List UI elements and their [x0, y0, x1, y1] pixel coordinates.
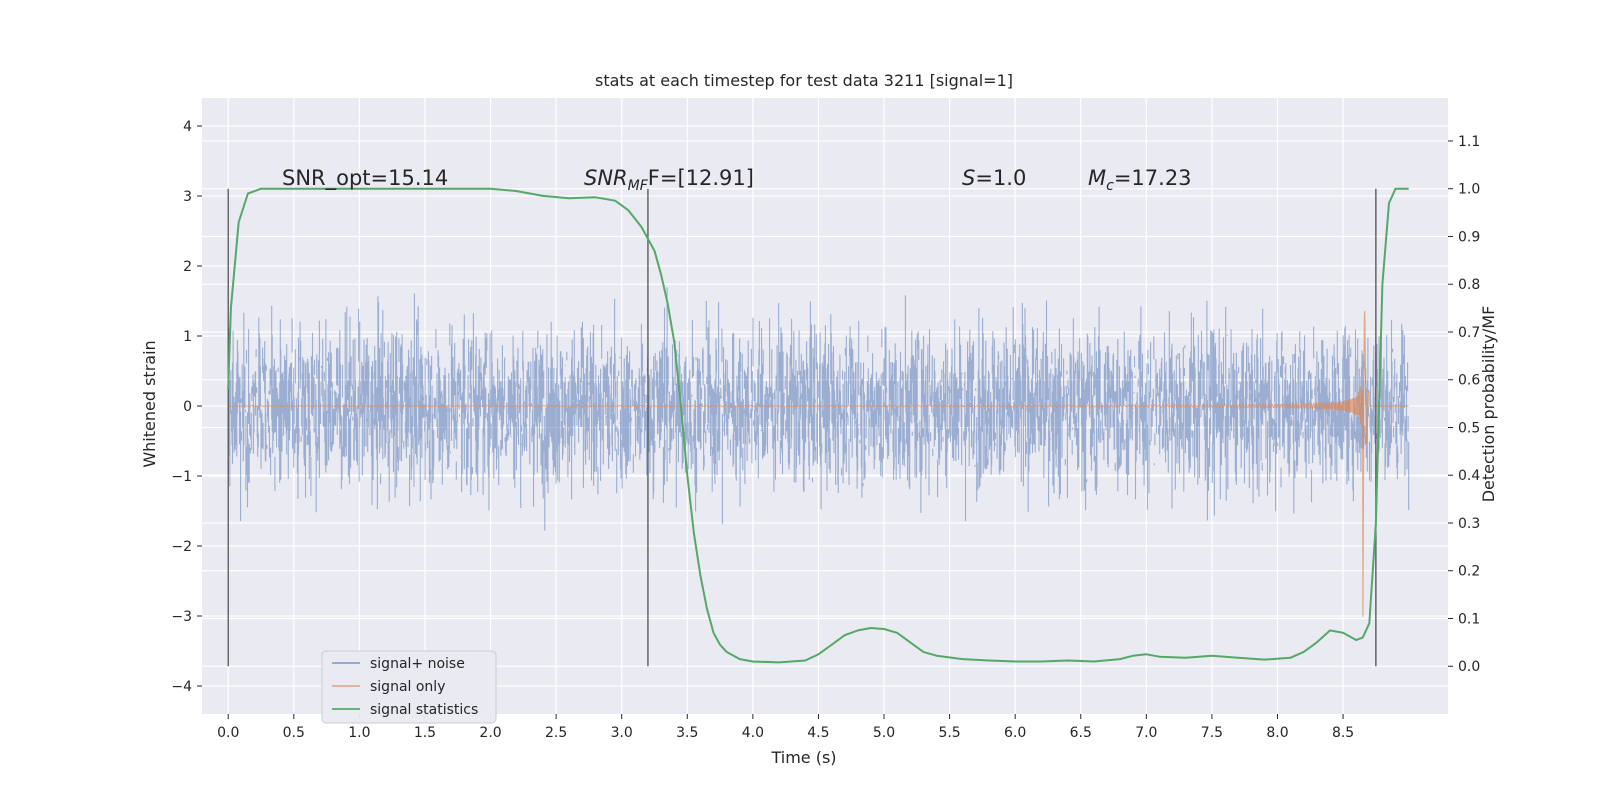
y2-tick-label: 0.5	[1458, 420, 1480, 436]
x-tick-label: 3.0	[611, 725, 633, 741]
chart-title: stats at each timestep for test data 321…	[595, 71, 1013, 90]
x-tick-label: 1.0	[348, 725, 370, 741]
y-tick-label: −3	[171, 609, 192, 625]
y2-tick-label: 0.4	[1458, 468, 1480, 484]
signal-statistics-series	[227, 187, 1409, 664]
y-tick-label: 2	[183, 259, 192, 275]
s-italic: S	[962, 166, 975, 190]
x-tick-label: 5.0	[873, 725, 895, 741]
bottom-axis-ticks: 0.0 0.5 1.0 1.5 2.0 2.5 3.0 3.5 4.0 4.5 5.0 5.5 6.0 6…	[217, 714, 1354, 741]
annotation-s: S=1.0	[962, 166, 1026, 190]
legend-label-signal-only: signal only	[370, 679, 445, 695]
annotation-snr-mf: SNRMFF=[12.91]	[584, 166, 754, 194]
annotation-mc: Mc=17.23	[1088, 166, 1192, 194]
snr-mf-italic: SNR	[584, 166, 628, 190]
x-tick-label: 2.5	[545, 725, 567, 741]
y-tick-label: 3	[183, 189, 192, 205]
x-tick-label: 8.0	[1266, 725, 1288, 741]
y-tick-label: 0	[183, 399, 192, 415]
y-tick-label: 4	[183, 119, 192, 135]
x-tick-label: 4.0	[742, 725, 764, 741]
y-tick-label: −4	[171, 679, 192, 695]
legend: signal+ noise signal only signal statist…	[321, 650, 497, 724]
y2-tick-label: 0.3	[1458, 516, 1480, 532]
x-tick-label: 6.0	[1004, 725, 1026, 741]
y2-tick-label: 0.0	[1458, 659, 1480, 675]
y2-tick-label: 0.7	[1458, 325, 1480, 341]
x-tick-label: 0.0	[217, 725, 239, 741]
x-tick-label: 5.5	[938, 725, 960, 741]
vertical-markers	[227, 188, 1377, 667]
x-axis-label: Time (s)	[770, 748, 836, 767]
mc-italic: M	[1088, 166, 1106, 190]
left-axis-ticks: −4 −3 −2 −1 0 1 2 3 4	[171, 119, 202, 695]
y-tick-label: −2	[171, 539, 192, 555]
x-tick-label: 6.5	[1070, 725, 1092, 741]
right-axis-ticks: 0.0 0.1 0.2 0.3 0.4 0.5 0.6 0.7 0.8 0.9 1.0 1.1	[1448, 134, 1480, 675]
y2-tick-label: 0.2	[1458, 564, 1480, 580]
x-tick-label: 3.5	[676, 725, 698, 741]
x-tick-label: 7.5	[1201, 725, 1223, 741]
y2-tick-label: 1.0	[1458, 182, 1480, 198]
y-axis-label: Whitened strain	[140, 340, 159, 467]
y2-tick-label: 0.9	[1458, 229, 1480, 245]
x-tick-label: 8.5	[1332, 725, 1354, 741]
x-tick-label: 7.0	[1135, 725, 1157, 741]
y2-tick-label: 0.6	[1458, 373, 1480, 389]
s-rest: =1.0	[975, 166, 1026, 190]
x-tick-label: 2.0	[479, 725, 501, 741]
y-tick-label: −1	[171, 469, 192, 485]
legend-label-signal-noise: signal+ noise	[370, 656, 465, 672]
y2-axis-label: Detection probability/MF	[1479, 306, 1498, 503]
x-tick-label: 4.5	[807, 725, 829, 741]
mc-rest: =17.23	[1114, 166, 1192, 190]
signal-only-path	[228, 310, 1409, 617]
y2-tick-label: 0.8	[1458, 277, 1480, 293]
signal-statistics-path	[227, 187, 1409, 664]
signal-only-series	[228, 310, 1409, 617]
mc-sub: c	[1106, 178, 1114, 194]
x-tick-label: 1.5	[414, 725, 436, 741]
annotation-snr-opt: SNR_opt=15.14	[282, 166, 448, 191]
x-tick-label: 0.5	[283, 725, 305, 741]
y2-tick-label: 0.1	[1458, 611, 1480, 627]
snr-mf-sub: MF	[628, 178, 649, 194]
snr-mf-rest: F=[12.91]	[648, 166, 754, 190]
legend-box	[321, 650, 497, 724]
y2-tick-label: 1.1	[1458, 134, 1480, 150]
y-tick-label: 1	[183, 329, 192, 345]
legend-label-signal-statistics: signal statistics	[370, 702, 478, 718]
